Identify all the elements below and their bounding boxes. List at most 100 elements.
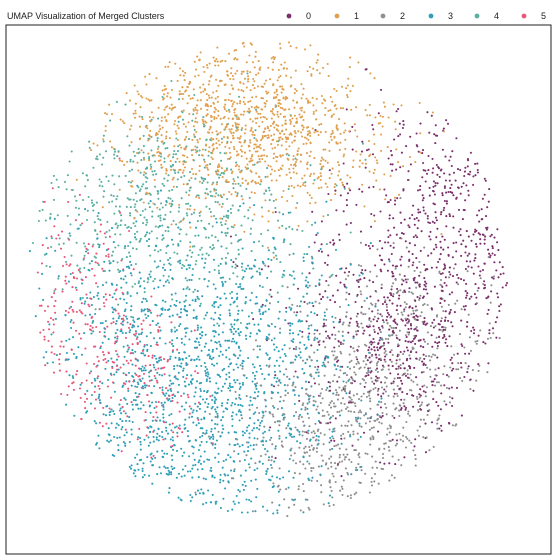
point-cluster-3 (249, 399, 252, 402)
point-cluster-4 (157, 117, 160, 120)
point-cluster-0 (376, 367, 379, 370)
point-cluster-0 (487, 308, 490, 311)
point-cluster-3 (226, 474, 230, 477)
point-cluster-2 (270, 459, 273, 462)
point-cluster-0 (423, 357, 426, 360)
point-cluster-1 (198, 165, 201, 168)
point-cluster-1 (285, 137, 288, 140)
point-cluster-3 (72, 376, 75, 379)
point-cluster-0 (316, 329, 319, 332)
point-cluster-3 (302, 295, 305, 298)
point-cluster-0 (404, 408, 407, 411)
point-cluster-2 (314, 400, 317, 403)
point-cluster-0 (370, 212, 373, 216)
point-cluster-1 (174, 62, 177, 65)
point-cluster-3 (185, 314, 189, 317)
point-cluster-2 (357, 438, 360, 441)
point-cluster-2 (384, 442, 387, 445)
point-cluster-4 (193, 288, 197, 291)
point-cluster-2 (340, 402, 343, 405)
point-cluster-3 (195, 409, 198, 412)
point-cluster-0 (363, 277, 366, 280)
point-cluster-0 (404, 340, 407, 343)
legend-item-1: 1 (334, 11, 359, 21)
point-cluster-2 (410, 291, 413, 294)
point-cluster-3 (317, 420, 321, 423)
point-cluster-0 (439, 246, 443, 249)
point-cluster-2 (254, 462, 257, 465)
point-cluster-4 (161, 182, 164, 185)
point-cluster-2 (259, 384, 262, 387)
point-cluster-4 (111, 174, 114, 177)
point-cluster-1 (168, 61, 171, 64)
point-cluster-0 (431, 321, 434, 324)
point-cluster-3 (197, 461, 200, 464)
point-cluster-3 (241, 247, 244, 250)
point-cluster-2 (343, 458, 346, 461)
point-cluster-3 (299, 356, 302, 359)
point-cluster-2 (364, 381, 367, 384)
point-cluster-4 (42, 200, 45, 203)
point-cluster-0 (397, 297, 400, 300)
point-cluster-0 (451, 325, 454, 328)
point-cluster-3 (302, 511, 305, 514)
point-cluster-1 (236, 118, 239, 121)
point-cluster-1 (249, 89, 252, 92)
point-cluster-1 (236, 123, 239, 126)
point-cluster-1 (395, 148, 398, 151)
point-cluster-4 (185, 287, 188, 290)
point-cluster-3 (184, 335, 187, 338)
point-cluster-0 (372, 185, 375, 188)
point-cluster-2 (343, 437, 346, 440)
point-cluster-1 (311, 96, 314, 99)
point-cluster-0 (445, 284, 448, 287)
point-cluster-5 (156, 314, 159, 317)
point-cluster-4 (151, 170, 154, 173)
point-cluster-3 (166, 389, 170, 392)
point-cluster-3 (129, 241, 132, 244)
point-cluster-5 (157, 329, 160, 332)
point-cluster-2 (369, 443, 372, 446)
point-cluster-0 (391, 275, 394, 278)
point-cluster-3 (134, 385, 137, 388)
point-cluster-1 (272, 256, 276, 259)
point-cluster-4 (74, 206, 77, 209)
point-cluster-1 (279, 74, 282, 78)
point-cluster-1 (184, 148, 187, 151)
point-cluster-0 (403, 218, 406, 221)
point-cluster-3 (338, 414, 342, 417)
point-cluster-2 (267, 365, 271, 368)
point-cluster-3 (185, 331, 188, 334)
point-cluster-4 (231, 204, 234, 207)
point-cluster-2 (293, 472, 296, 475)
point-cluster-1 (176, 138, 180, 142)
point-cluster-0 (460, 254, 463, 257)
point-cluster-2 (361, 377, 364, 381)
point-cluster-3 (192, 421, 195, 424)
point-cluster-5 (194, 370, 197, 373)
point-cluster-0 (317, 249, 321, 252)
point-cluster-4 (173, 251, 176, 254)
point-cluster-2 (360, 293, 363, 296)
point-cluster-5 (209, 395, 212, 398)
point-cluster-1 (277, 115, 280, 118)
point-cluster-3 (329, 416, 333, 419)
point-cluster-1 (148, 73, 151, 76)
point-cluster-1 (243, 230, 246, 233)
point-cluster-1 (334, 104, 337, 107)
point-cluster-1 (322, 165, 325, 168)
point-cluster-3 (222, 497, 225, 500)
point-cluster-2 (318, 394, 322, 397)
point-cluster-3 (65, 403, 68, 406)
point-cluster-4 (165, 245, 168, 248)
point-cluster-5 (80, 381, 83, 384)
point-cluster-4 (112, 194, 115, 198)
point-cluster-1 (118, 159, 122, 162)
point-cluster-4 (212, 214, 216, 218)
point-cluster-0 (396, 304, 399, 307)
point-cluster-0 (381, 302, 384, 306)
point-cluster-5 (110, 396, 113, 399)
point-cluster-5 (168, 341, 171, 344)
point-cluster-3 (212, 258, 215, 261)
point-cluster-3 (128, 465, 131, 468)
